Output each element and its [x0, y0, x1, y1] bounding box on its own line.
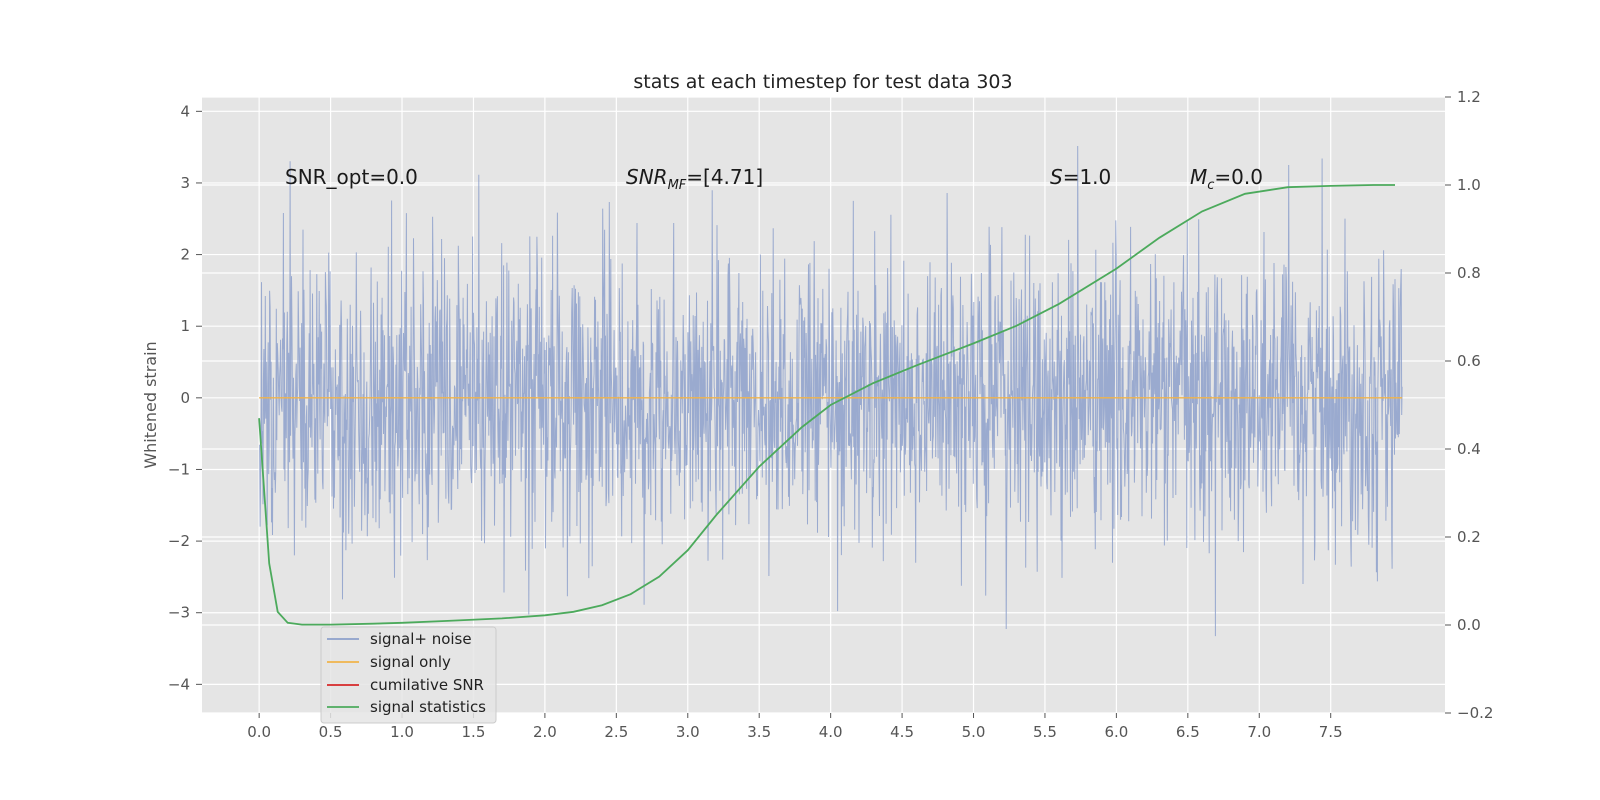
legend: signal+ noise signal only cumilative SNR… — [320, 626, 497, 724]
y-tick-label: 4 — [180, 102, 190, 120]
legend-label-signal-only: signal only — [370, 653, 451, 671]
x-tick-label: 5.5 — [1033, 723, 1057, 741]
legend-label-signal-noise: signal+ noise — [370, 630, 472, 648]
y-tick-label: −4 — [168, 675, 190, 693]
y-tick-label: 3 — [180, 174, 190, 192]
y2-tick-label: 0.0 — [1457, 616, 1481, 634]
noise-series — [259, 145, 1403, 637]
y-tick-label: −2 — [168, 532, 190, 550]
x-tick-label: 5.0 — [962, 723, 986, 741]
y-axis-left: 4 3 2 1 0 −1 −2 −3 −4 — [168, 102, 202, 693]
x-tick-label: 4.0 — [819, 723, 843, 741]
y-axis-label: Whitened strain — [141, 341, 160, 468]
signal-statistics-line — [258, 184, 1395, 626]
legend-box — [320, 626, 497, 724]
annotation-mc: Mc=0.0 — [1190, 165, 1263, 193]
y-tick-label: 2 — [180, 246, 190, 264]
x-tick-label: 7.5 — [1319, 723, 1343, 741]
y2-tick-label: 1.0 — [1457, 176, 1481, 194]
y2-tick-label: −0.2 — [1457, 704, 1493, 722]
x-tick-label: 2.5 — [604, 723, 628, 741]
x-tick-label: 6.0 — [1104, 723, 1128, 741]
line-series — [258, 184, 1403, 626]
x-tick-label: 3.0 — [676, 723, 700, 741]
y-tick-label: 0 — [180, 389, 190, 407]
y2-tick-label: 0.2 — [1457, 528, 1481, 546]
annotation-snr-opt: SNR_opt=0.0 — [285, 165, 418, 189]
y2-tick-label: 0.8 — [1457, 264, 1481, 282]
y2-tick-label: 0.6 — [1457, 352, 1481, 370]
x-tick-label: 0.5 — [319, 723, 343, 741]
chart-title: stats at each timestep for test data 303 — [633, 71, 1012, 93]
y-tick-label: −1 — [168, 460, 190, 478]
y-axis-right: 1.2 1.0 0.8 0.6 0.4 0.2 0.0 −0.2 — [1445, 88, 1493, 722]
x-tick-label: 6.5 — [1176, 723, 1200, 741]
legend-label-cumulative-snr: cumilative SNR — [370, 676, 484, 694]
x-tick-label: 1.0 — [390, 723, 414, 741]
signal-noise-line — [259, 145, 1403, 637]
x-tick-label: 2.0 — [533, 723, 557, 741]
y-tick-label: 1 — [180, 317, 190, 335]
legend-label-signal-statistics: signal statistics — [370, 698, 486, 716]
x-axis: 0.0 0.5 1.0 1.5 2.0 2.5 3.0 3.5 4.0 4.5 5.0 5.5 6.0 6… — [247, 713, 1343, 741]
y2-tick-label: 1.2 — [1457, 88, 1481, 106]
x-tick-label: 3.5 — [747, 723, 771, 741]
y2-tick-label: 0.4 — [1457, 440, 1481, 458]
y-tick-label: −3 — [168, 604, 190, 622]
x-tick-label: 0.0 — [247, 723, 271, 741]
x-tick-label: 1.5 — [462, 723, 486, 741]
annotation-s: S=1.0 — [1050, 165, 1111, 189]
annotation-snr-mf: SNRMF=[4.71] — [626, 165, 763, 193]
x-tick-label: 7.0 — [1247, 723, 1271, 741]
x-tick-label: 4.5 — [890, 723, 914, 741]
